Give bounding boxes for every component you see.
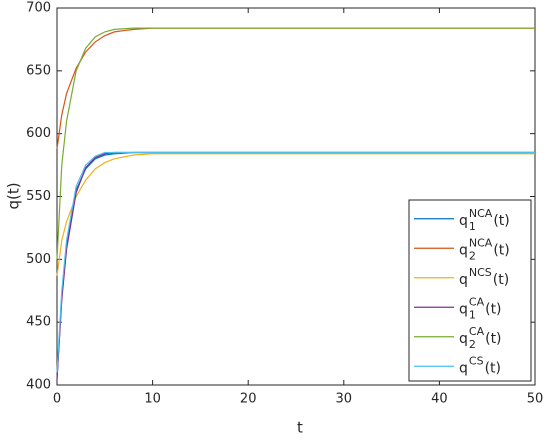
legend-label-tail: (t) [493, 272, 509, 288]
legend-label-sup: NCA [469, 207, 493, 220]
legend-label-sup: CS [469, 354, 484, 367]
legend-label-tail: (t) [493, 242, 509, 258]
legend-label-sub: 2 [469, 338, 476, 351]
y-tick-label: 500 [26, 252, 51, 267]
legend-label-sub: 2 [469, 249, 476, 262]
y-tick-label: 700 [26, 1, 51, 16]
legend-label-tail: (t) [485, 301, 501, 317]
y-tick-label: 650 [26, 63, 51, 78]
legend-label-tail: (t) [485, 331, 501, 347]
x-tick-label: 10 [144, 392, 161, 407]
y-tick-label: 400 [26, 378, 51, 393]
y-tick-label: 600 [26, 126, 51, 141]
legend-label-tail: (t) [493, 213, 509, 229]
series-line [56, 27, 535, 260]
legend-label-sup: CA [469, 295, 485, 308]
x-axis-label: t [297, 419, 303, 437]
x-tick-label: 0 [53, 392, 61, 407]
series-line [56, 153, 535, 276]
legend-label: q [459, 301, 468, 317]
legend-label-sub: 1 [469, 308, 476, 321]
y-tick-label: 450 [26, 315, 51, 330]
legend-label: q [459, 272, 468, 288]
legend-label-sup: NCA [469, 236, 493, 249]
legend-label: q [459, 331, 468, 347]
legend-label-sup: CA [469, 325, 485, 338]
legend-label: q [459, 360, 468, 376]
x-tick-label: 20 [240, 392, 257, 407]
y-tick-label: 550 [26, 189, 51, 204]
legend-box [408, 199, 532, 382]
legend-label: q [459, 213, 468, 229]
x-tick-label: 30 [336, 392, 353, 407]
legend-label-tail: (t) [485, 360, 501, 376]
series-line [56, 151, 535, 373]
x-tick-label: 50 [527, 392, 544, 407]
legend-label: q [459, 242, 468, 258]
x-tick-label: 40 [431, 392, 448, 407]
legend-label-sup: NCS [469, 266, 492, 279]
legend-label-sub: 1 [469, 220, 476, 233]
y-axis-label: q(t) [5, 182, 23, 209]
